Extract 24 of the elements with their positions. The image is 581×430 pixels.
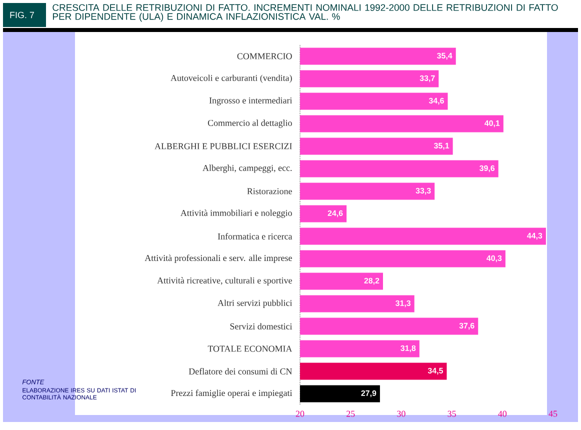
y-tick-label: Servizi domestici	[230, 323, 292, 330]
y-tick-label: Attività professionali e serv. alle imprese	[144, 254, 292, 263]
x-tick-label: 20	[296, 410, 304, 417]
y-tick-label: Alberghi, campeggi, ecc.	[202, 164, 292, 173]
y-tick-label: COMMERCIO	[237, 53, 292, 60]
x-tick-label: 25	[346, 410, 355, 417]
y-tick-label: Commercio al dettaglio	[208, 120, 292, 128]
y-tick-label: Attività immobiliari e noleggio	[180, 210, 292, 218]
y-tick-label: ALBERGHI E PUBBLICI ESERCIZI	[154, 143, 292, 150]
y-tick-label: Autoveicoli e carburanti (vendita)	[170, 74, 292, 83]
x-tick-label: 30	[397, 410, 406, 417]
y-tick-label: Ingrosso e intermediari	[209, 97, 292, 106]
y-tick-label: Informatica e ricerca	[218, 233, 292, 240]
y-tick-label: TOTALE ECONOMIA	[208, 346, 292, 352]
chart-title: CRESCITA DELLE RETRIBUZIONI DI FATTO. INCREMENTI NOMINALI 1992-2000 DELLE RETRIBUZIONI DI FATTO PER DIPENDENTE (ULA) E DINAMICA INFLAZIONISTICA VAL. %	[52, 4, 558, 22]
x-tick-label: 35	[448, 410, 456, 417]
caption: FIG. 7	[10, 12, 34, 18]
y-tick-label: Altri servizi pubblici	[218, 300, 292, 308]
y-tick-label: Deflatore dei consumi di CN	[188, 368, 292, 374]
y-tick-label: Attività ricreative, culturali e sportive	[157, 277, 292, 286]
x-tick-label: 45	[548, 410, 558, 417]
y-tick-label: Prezzi famiglie operai e impiegati	[171, 390, 292, 398]
x-tick-label: 40	[498, 410, 507, 417]
y-tick-label: Ristorazione	[247, 188, 292, 194]
